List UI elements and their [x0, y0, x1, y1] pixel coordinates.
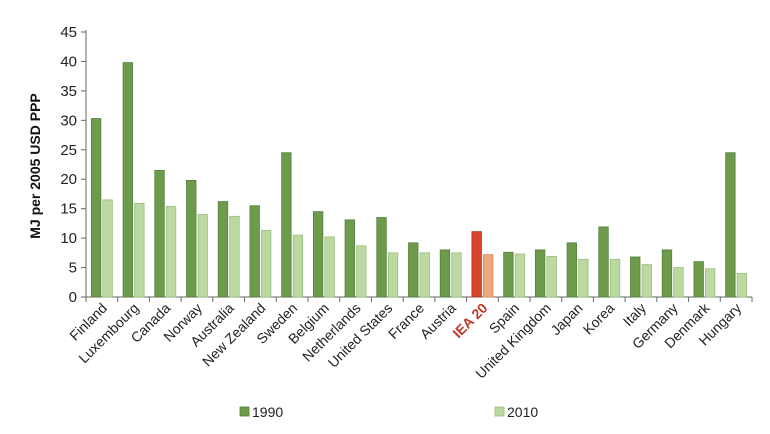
bar-1990-united-kingdom: [534, 249, 546, 298]
bar-1990-united-states: [376, 217, 387, 298]
bar-1990-iea-20: [471, 231, 482, 298]
bar-2010-united-states: [387, 252, 399, 298]
y-tick-label: 15: [60, 201, 77, 218]
y-tick-label: 40: [60, 53, 77, 70]
y-tick-label: 25: [60, 142, 77, 159]
bar-1990-spain: [503, 251, 514, 298]
bar-2010-spain: [514, 253, 526, 298]
bar-1990-finland: [90, 118, 102, 298]
bar-2010-italy: [641, 264, 652, 298]
bar-2010-japan: [578, 258, 589, 298]
legend-label-2010: 2010: [507, 404, 538, 420]
category-labels: FinlandLuxembourgCanadaNorwayAustraliaNe…: [66, 299, 744, 381]
bar-2010-hungary: [736, 273, 748, 298]
legend: 1990 2010: [239, 404, 538, 420]
y-tick-label: 45: [60, 24, 77, 41]
x-tick-label: Austria: [417, 300, 459, 342]
bar-2010-iea-20: [483, 254, 494, 298]
bar-2010-canada: [165, 205, 177, 298]
legend-swatch-2010: [494, 406, 505, 417]
bar-2010-netherlands: [356, 245, 367, 298]
bar-2010-denmark: [705, 268, 716, 298]
bar-2010-austria: [451, 252, 462, 298]
bar-2010-korea: [609, 258, 621, 298]
bar-1990-france: [408, 242, 419, 298]
y-tick-label: 5: [69, 260, 77, 277]
bar-1990-new-zealand: [249, 205, 260, 298]
y-tick-label: 20: [60, 171, 77, 188]
bar-2010-sweden: [292, 234, 304, 298]
bar-2010-germany: [673, 267, 684, 298]
bar-2010-luxembourg: [134, 202, 145, 298]
bar-2010-new-zealand: [261, 230, 272, 298]
bar-1990-australia: [217, 201, 229, 298]
axes: [85, 30, 753, 302]
bar-2010-belgium: [324, 236, 335, 298]
bar-1990-sweden: [281, 152, 292, 298]
bar-1990-germany: [661, 249, 673, 298]
bar-1990-luxembourg: [122, 62, 133, 298]
bar-2010-united-kingdom: [546, 255, 557, 298]
bar-1990-denmark: [693, 261, 704, 298]
y-tick-label: 0: [69, 289, 77, 306]
bar-1990-netherlands: [344, 219, 355, 298]
y-axis-title-group: MJ per 2005 USD PPP: [27, 93, 43, 239]
bar-2010-norway: [197, 214, 208, 298]
y-tick-label: 35: [60, 83, 77, 100]
x-tick-label: IEA 20: [449, 300, 490, 341]
bar-1990-korea: [598, 226, 609, 298]
bar-1990-austria: [439, 249, 451, 298]
legend-swatch-1990: [239, 406, 250, 417]
y-axis-ticks: 0 5 10 15 20 25 30 35 40 45: [60, 24, 86, 306]
bar-1990-italy: [630, 256, 641, 298]
bar-1990-hungary: [725, 152, 736, 298]
bar-2010-finland: [102, 199, 113, 298]
bar-2010-france: [419, 252, 430, 298]
bar-1990-belgium: [312, 211, 324, 298]
bar-1990-norway: [186, 179, 197, 298]
bar-2010-australia: [229, 215, 240, 298]
legend-label-1990: 1990: [252, 404, 283, 420]
bar-1990-canada: [154, 169, 165, 298]
y-tick-label: 30: [60, 112, 77, 129]
bars: [90, 62, 748, 298]
x-tick-label: Korea: [580, 300, 618, 338]
y-tick-label: 10: [60, 230, 77, 247]
x-tick-label: Japan: [547, 300, 585, 338]
y-axis-title: MJ per 2005 USD PPP: [27, 93, 43, 239]
bar-1990-japan: [566, 242, 577, 298]
